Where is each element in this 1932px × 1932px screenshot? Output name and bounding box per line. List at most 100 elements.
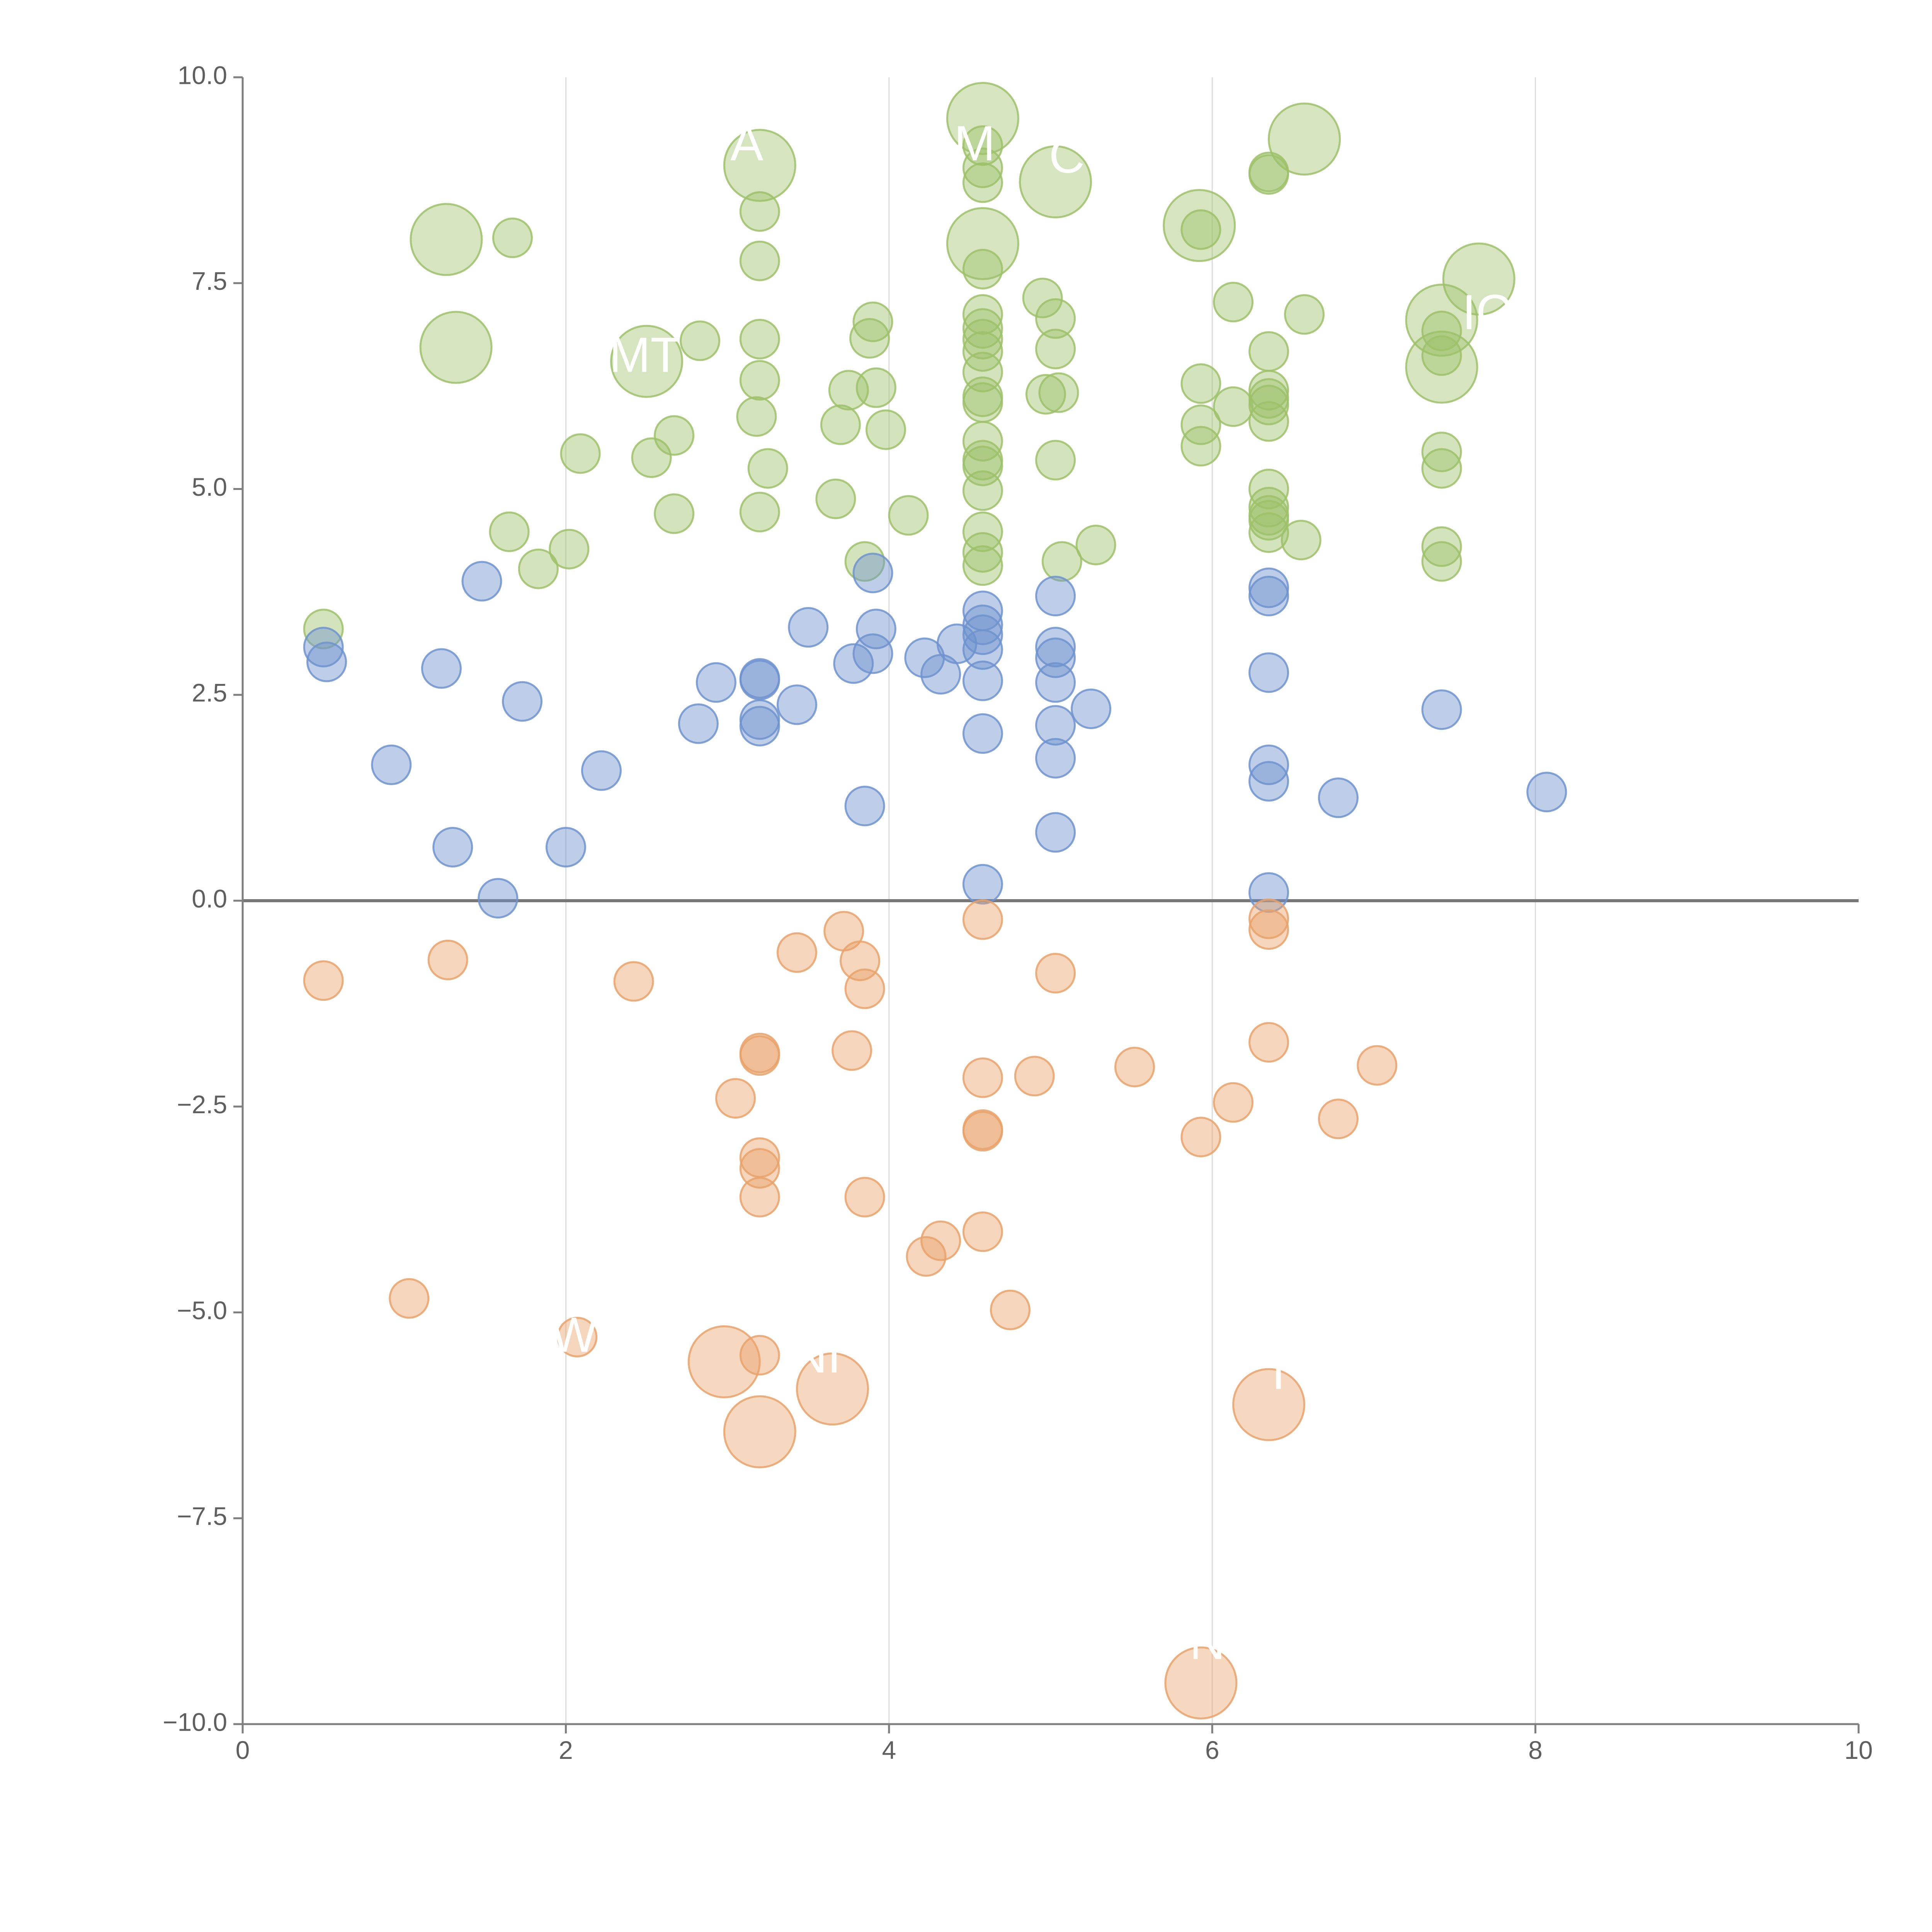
blue-point-34 (1035, 627, 1076, 668)
green-bubble-0 (410, 203, 483, 276)
green-point-30 (962, 294, 1003, 335)
green-point-41 (962, 511, 1003, 552)
green-bubble-11 (1405, 330, 1478, 404)
blue-point-40 (1071, 688, 1112, 729)
blue-point-10 (678, 703, 719, 744)
blue-point-43 (1248, 652, 1289, 693)
blue-point-1 (306, 641, 347, 682)
orange-point-24 (962, 1211, 1003, 1252)
green-bubble-10 (1405, 284, 1478, 357)
orange-bubble-0 (687, 1325, 761, 1398)
green-point-17 (820, 404, 861, 445)
green-point-31 (962, 308, 1003, 349)
green-point-20 (844, 541, 885, 582)
blue-point-2 (371, 744, 412, 785)
green-bubble-3 (723, 129, 796, 202)
orange-point-33 (1248, 1022, 1289, 1063)
blue-point-48 (1421, 689, 1462, 730)
x-tick-label-4: 8 (1528, 1736, 1543, 1764)
y-tick-label-4: 0.0 (192, 884, 227, 913)
blue-point-27 (962, 604, 1003, 645)
annotation-label-3: GMT (571, 328, 680, 383)
green-point-6 (631, 437, 672, 478)
orange-point-18 (906, 1236, 947, 1277)
green-point-33 (962, 331, 1003, 372)
x-tick-label-0: 0 (236, 1736, 250, 1764)
green-point-19 (815, 478, 856, 519)
y-tick-label-5: −2.5 (177, 1090, 227, 1119)
y-tick-label-8: −10.0 (163, 1708, 227, 1736)
annotation-label-1: M (954, 116, 995, 171)
orange-point-30 (1213, 1082, 1254, 1123)
blue-point-32 (962, 864, 1003, 905)
green-point-42 (962, 532, 1003, 573)
green-point-36 (962, 382, 1003, 423)
orange-point-3 (557, 1316, 598, 1357)
green-point-22 (852, 301, 893, 342)
green-point-13 (739, 360, 780, 401)
green-bubble-2 (610, 325, 683, 398)
blue-point-37 (1035, 705, 1076, 746)
blue-point-6 (478, 878, 519, 919)
green-point-16 (739, 492, 780, 532)
blue-point-49 (1526, 772, 1567, 813)
green-point-51 (1075, 524, 1116, 565)
blue-point-0 (303, 627, 344, 668)
green-point-4 (549, 529, 590, 570)
green-point-46 (1035, 298, 1076, 339)
green-point-12 (739, 319, 780, 360)
bubble-labels: A M C GMT IC W P NI I N (551, 116, 1512, 1670)
green-bubble-8 (1268, 102, 1341, 176)
green-point-48 (1038, 372, 1079, 413)
green-point-15 (747, 448, 788, 489)
orange-point-1 (389, 1278, 430, 1319)
blue-point-42 (1248, 576, 1289, 617)
annotation-label-2: C (1049, 128, 1085, 184)
annotation-label-0: A (730, 116, 764, 171)
green-point-76 (1421, 526, 1462, 567)
green-point-47 (1035, 328, 1076, 369)
green-bubble-5 (946, 207, 1019, 280)
orange-point-25 (990, 1289, 1031, 1330)
orange-point-9 (739, 1148, 780, 1189)
green-bubble-6 (1019, 145, 1092, 219)
green-point-9 (680, 320, 721, 361)
orange-bubble-3 (1232, 1368, 1306, 1441)
orange-point-5 (715, 1078, 756, 1119)
green-point-24 (865, 409, 906, 450)
axes: 10.0 7.5 5.0 2.5 0.0 −2.5 −5.0 −7.5 −10.0 0 2 4 6 8 10 (163, 61, 1873, 1764)
green-point-50 (1041, 541, 1082, 582)
blue-point-7 (502, 681, 543, 722)
blue-point-11 (696, 662, 736, 703)
orange-point-16 (844, 968, 885, 1009)
annotation-label-6: P (667, 1308, 700, 1363)
green-point-49 (1035, 440, 1076, 481)
green-point-2 (489, 511, 530, 552)
orange-point-31 (1248, 898, 1289, 939)
orange-point-4 (613, 961, 654, 1002)
y-tick-label-3: 2.5 (192, 679, 227, 707)
y-tick-label-2: 5.0 (192, 473, 227, 501)
green-point-28 (962, 162, 1003, 203)
blue-point-47 (1318, 777, 1359, 818)
x-tick-label-3: 6 (1205, 1736, 1219, 1764)
green-bubble-1 (419, 311, 493, 384)
blue-point-33 (1035, 576, 1076, 617)
green-point-74 (1421, 432, 1462, 473)
x-tick-label-2: 4 (882, 1736, 896, 1764)
green-point-60 (1248, 331, 1289, 372)
orange-point-34 (1318, 1099, 1359, 1139)
green-point-10 (739, 191, 780, 232)
green-point-40 (962, 470, 1003, 511)
green-point-39 (962, 446, 1003, 486)
blue-point-20 (852, 553, 893, 594)
green-point-44 (1022, 277, 1063, 318)
green-point-23 (855, 367, 896, 408)
green-bubble-4 (946, 82, 1019, 155)
blue-point-8 (545, 827, 586, 867)
green-point-63 (1248, 384, 1289, 425)
annotation-label-8: I (1272, 1344, 1286, 1400)
blue-point-30 (962, 660, 1003, 701)
